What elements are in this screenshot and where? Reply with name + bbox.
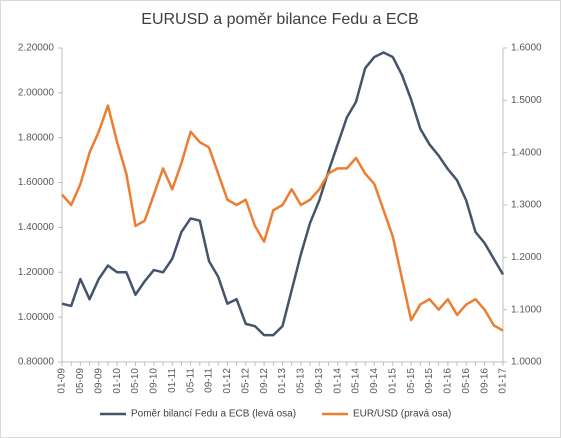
series-line	[61, 51, 505, 337]
x-tick-label: 09-15	[424, 368, 435, 394]
x-tick-label: 05-15	[406, 368, 417, 394]
legend-label: EUR/USD (pravá osa)	[353, 409, 451, 420]
y-tick-label: 1.40000	[18, 222, 55, 233]
y-tick-label: 0.80000	[18, 357, 55, 368]
x-tick-label: 09-16	[479, 368, 490, 394]
legend-label: Poměr bilancí Fedu a ECB (levá osa)	[131, 409, 296, 420]
x-tick-label: 05-13	[296, 368, 307, 394]
y2-tick-label: 1.0000	[511, 357, 542, 368]
y-tick-label: 1.60000	[18, 177, 55, 188]
y-tick-label: 2.00000	[18, 87, 55, 98]
x-tick-label: 01-17	[498, 368, 509, 394]
x-tick-label: 05-09	[75, 368, 86, 394]
x-tick-label: 05-11	[185, 368, 196, 393]
x-tick-label: 05-10	[130, 368, 141, 394]
x-tick-label: 09-13	[314, 368, 325, 394]
x-tick-label: 09-14	[369, 368, 380, 394]
x-tick-label: 01-10	[112, 368, 123, 394]
x-tick-label: 01-15	[387, 368, 398, 394]
x-tick-label: 09-12	[259, 368, 270, 394]
y-tick-label: 1.20000	[18, 267, 55, 278]
series-line	[61, 104, 504, 332]
y2-tick-label: 1.5000	[511, 95, 542, 106]
y2-tick-label: 1.1000	[511, 304, 542, 315]
x-tick-label: 01-09	[57, 368, 68, 394]
x-tick-label: 05-14	[351, 368, 362, 394]
x-tick-label: 01-11	[167, 368, 178, 393]
chart-title: EURUSD a poměr bilance Fedu a ECB	[141, 11, 418, 28]
x-tick-label: 05-12	[240, 368, 251, 394]
y2-tick-label: 1.4000	[511, 147, 542, 158]
x-tick-label: 05-16	[461, 368, 472, 394]
x-tick-label: 09-11	[204, 368, 215, 393]
y-tick-label: 1.00000	[18, 312, 55, 323]
y-tick-label: 2.20000	[18, 43, 55, 54]
x-tick-label: 01-14	[332, 368, 343, 394]
y2-tick-label: 1.3000	[511, 200, 542, 211]
y2-tick-label: 1.2000	[511, 252, 542, 263]
x-tick-label: 01-16	[443, 368, 454, 394]
y2-tick-label: 1.6000	[511, 43, 542, 54]
x-tick-label: 01-13	[277, 368, 288, 394]
x-tick-label: 09-10	[149, 368, 160, 394]
x-tick-label: 01-12	[222, 368, 233, 394]
y-tick-label: 1.80000	[18, 132, 55, 143]
x-tick-label: 09-09	[93, 368, 104, 394]
